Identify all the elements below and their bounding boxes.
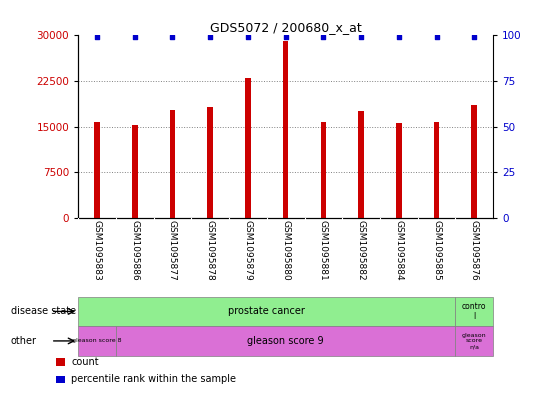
Bar — [245, 78, 251, 218]
Text: disease state: disease state — [11, 307, 76, 316]
Point — [244, 34, 252, 40]
Text: gleason score 9: gleason score 9 — [247, 336, 324, 346]
Title: GDS5072 / 200680_x_at: GDS5072 / 200680_x_at — [210, 21, 362, 34]
Text: count: count — [71, 357, 99, 367]
Bar — [283, 41, 288, 218]
Bar — [472, 105, 477, 218]
Point — [470, 34, 479, 40]
Text: GSM1095886: GSM1095886 — [130, 220, 139, 281]
Bar — [56, 376, 65, 383]
Text: GSM1095877: GSM1095877 — [168, 220, 177, 281]
Bar — [170, 110, 175, 218]
Bar — [78, 326, 116, 356]
Bar — [208, 107, 213, 218]
Text: GSM1095876: GSM1095876 — [470, 220, 479, 281]
Text: contro
l: contro l — [462, 302, 487, 321]
Bar — [455, 326, 493, 356]
Bar — [56, 358, 65, 365]
Bar — [434, 123, 439, 218]
Point — [319, 34, 328, 40]
Point — [130, 34, 139, 40]
Point — [395, 34, 403, 40]
Text: gleason
score
n/a: gleason score n/a — [462, 332, 487, 349]
Point — [281, 34, 290, 40]
Point — [357, 34, 365, 40]
Text: gleason score 8: gleason score 8 — [72, 338, 122, 343]
Text: GSM1095884: GSM1095884 — [395, 220, 403, 281]
Point — [93, 34, 101, 40]
Point — [206, 34, 215, 40]
Text: prostate cancer: prostate cancer — [229, 307, 305, 316]
Text: GSM1095885: GSM1095885 — [432, 220, 441, 281]
Bar — [94, 123, 100, 218]
Text: GSM1095882: GSM1095882 — [357, 220, 365, 281]
Text: other: other — [11, 336, 37, 346]
Text: GSM1095883: GSM1095883 — [93, 220, 101, 281]
Bar — [321, 123, 326, 218]
Point — [432, 34, 441, 40]
Bar — [396, 123, 402, 218]
Bar — [358, 111, 364, 218]
Text: GSM1095879: GSM1095879 — [244, 220, 252, 281]
Point — [168, 34, 177, 40]
Text: GSM1095881: GSM1095881 — [319, 220, 328, 281]
Text: GSM1095880: GSM1095880 — [281, 220, 290, 281]
Bar — [116, 326, 455, 356]
Bar — [132, 125, 137, 218]
Text: percentile rank within the sample: percentile rank within the sample — [71, 375, 236, 384]
Bar — [455, 297, 493, 326]
Text: GSM1095878: GSM1095878 — [206, 220, 215, 281]
